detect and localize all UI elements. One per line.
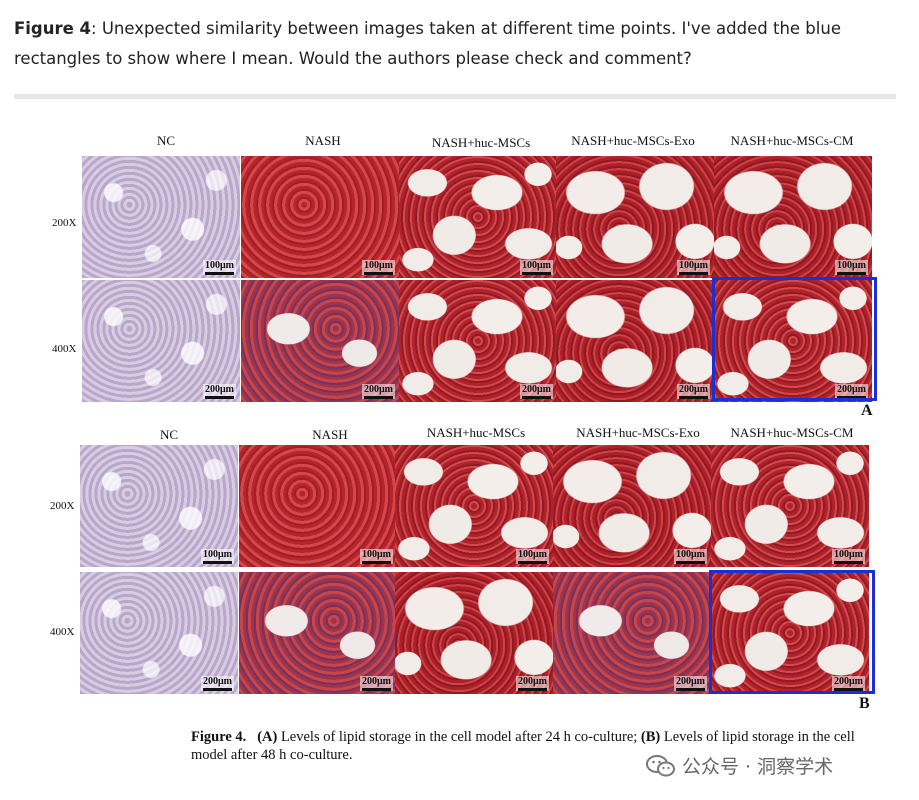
col-header-nash-msc-cm: NASH+huc-MSCs-CM <box>730 425 854 440</box>
figure-caption: Figure 4. (A) Levels of lipid storage in… <box>191 728 891 764</box>
micrograph-a-200x-exo: 100μm <box>556 156 714 278</box>
scale-bar: 100μm <box>674 549 707 564</box>
scale-bar: 100μm <box>362 260 395 275</box>
col-header-nash-msc-exo: NASH+huc-MSCs-Exo <box>576 425 700 440</box>
micrograph-b-200x-exo: 100μm <box>553 445 711 567</box>
scale-bar: 200μm <box>201 676 234 691</box>
panel-letter-a: A <box>861 402 873 419</box>
col-header-nc: NC <box>156 133 176 148</box>
col-header-nash-msc: NASH+huc-MSCs <box>426 425 526 440</box>
scale-bar: 200μm <box>835 384 868 399</box>
row-label-200x: 200X <box>52 217 77 229</box>
scale-bar: 100μm <box>360 549 393 564</box>
reviewer-comment: Figure 4: Unexpected similarity between … <box>14 14 904 74</box>
row-label-200x: 200X <box>50 500 75 512</box>
scale-bar: 200μm <box>362 384 395 399</box>
micrograph-b-200x-nash: 100μm <box>239 445 397 567</box>
blue-highlight-rectangle-b <box>709 570 875 694</box>
scale-bar: 100μm <box>516 549 549 564</box>
scale-bar: 200μm <box>674 676 707 691</box>
col-header-nash: NASH <box>312 427 348 442</box>
scale-bar: 200μm <box>203 384 236 399</box>
micrograph-a-400x-exo: 200μm <box>556 280 714 402</box>
col-header-nash-msc-exo: NASH+huc-MSCs-Exo <box>571 133 695 148</box>
micrograph-b-200x-cm: 100μm <box>711 445 869 567</box>
micrograph-a-400x-cm: 200μm <box>714 280 872 402</box>
micrograph-b-400x-nash: 200μm <box>239 572 397 694</box>
caption-a-text: Levels of lipid storage in the cell mode… <box>277 729 641 745</box>
col-header-nash: NASH <box>305 133 341 148</box>
scale-bar: 100μm <box>203 260 236 275</box>
micrograph-a-200x-nc: 100μm <box>82 156 240 278</box>
panel-letter-b: B <box>859 695 870 712</box>
micrograph-a-400x-nash: 200μm <box>241 280 399 402</box>
micrograph-b-400x-msc: 200μm <box>395 572 553 694</box>
scale-bar: 200μm <box>516 676 549 691</box>
col-header-nash-msc-cm: NASH+huc-MSCs-CM <box>730 133 854 148</box>
watermark-text: 公众号 · 洞察学术 <box>682 756 834 778</box>
col-header-nash-msc: NASH+huc-MSCs <box>431 135 531 150</box>
scale-bar: 100μm <box>520 260 553 275</box>
watermark: 公众号 · 洞察学术 <box>646 752 833 779</box>
micrograph-a-400x-nc: 200μm <box>82 280 240 402</box>
scale-bar: 200μm <box>677 384 710 399</box>
caption-b-marker: (B) <box>640 729 661 745</box>
caption-label: Figure 4. <box>191 729 247 745</box>
scale-bar: 200μm <box>520 384 553 399</box>
micrograph-a-200x-cm: 100μm <box>714 156 872 278</box>
scale-bar: 100μm <box>677 260 710 275</box>
caption-a-marker: (A) <box>257 729 278 745</box>
micrograph-a-200x-msc: 100μm <box>399 156 557 278</box>
scale-bar: 200μm <box>832 676 865 691</box>
micrograph-b-400x-cm: 200μm <box>711 572 869 694</box>
wechat-icon <box>646 755 676 777</box>
blue-highlight-rectangle-a <box>712 277 877 401</box>
micrograph-b-200x-nc: 100μm <box>80 445 238 567</box>
micrograph-b-400x-nc: 200μm <box>80 572 238 694</box>
col-header-nc: NC <box>159 427 179 442</box>
caption-b-text: Levels of lipid storage in the cell mode… <box>191 729 855 763</box>
comment-text: : Unexpected similarity between images t… <box>14 19 841 68</box>
scale-bar: 200μm <box>360 676 393 691</box>
scale-bar: 100μm <box>832 549 865 564</box>
micrograph-a-400x-msc: 200μm <box>399 280 557 402</box>
section-divider <box>14 94 896 99</box>
micrograph-b-200x-msc: 100μm <box>395 445 553 567</box>
row-label-400x: 400X <box>52 343 77 355</box>
micrograph-b-400x-exo: 200μm <box>553 572 711 694</box>
comment-figure-label: Figure 4 <box>14 19 92 38</box>
scale-bar: 100μm <box>201 549 234 564</box>
micrograph-a-200x-nash: 100μm <box>241 156 399 278</box>
scale-bar: 100μm <box>835 260 868 275</box>
row-label-400x: 400X <box>50 626 75 638</box>
